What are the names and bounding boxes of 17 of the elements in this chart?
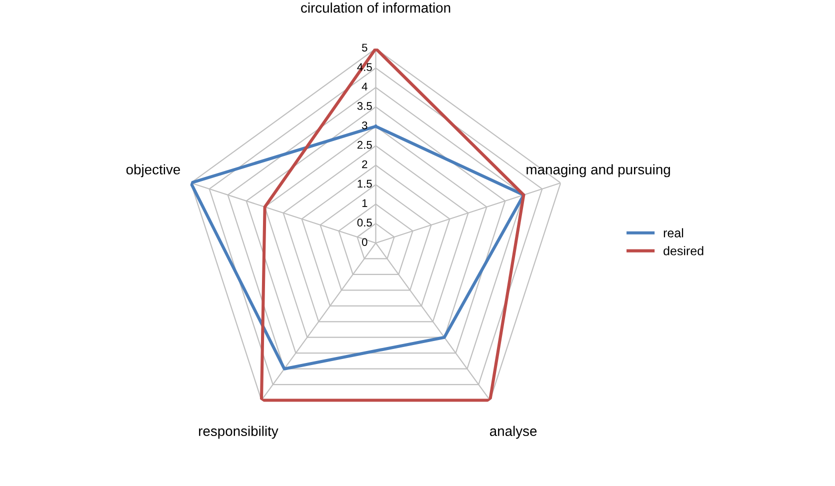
y-tick-label: 4	[362, 82, 368, 90]
y-tick-label: 3	[362, 121, 368, 130]
y-tick-label: 2	[362, 160, 368, 168]
y-tick-label: 1	[362, 199, 368, 207]
legend-label: real	[664, 228, 684, 238]
spoke-label: analyse	[490, 426, 537, 439]
y-tick-label: 0.5	[357, 218, 372, 227]
y-tick-label: 0	[362, 238, 368, 246]
y-tick-label: 1.5	[358, 180, 372, 188]
y-tick-label: 2.5	[357, 140, 372, 149]
legend-label: desired	[664, 246, 704, 256]
spoke-label: circulation of information	[301, 2, 450, 13]
y-tick-label: 3.5	[357, 102, 372, 110]
spoke-label: managing and pursuing	[526, 164, 670, 178]
spoke-label: responsibility	[199, 426, 278, 439]
spoke-label: objective	[126, 164, 180, 178]
y-tick-label: 5	[362, 44, 368, 52]
